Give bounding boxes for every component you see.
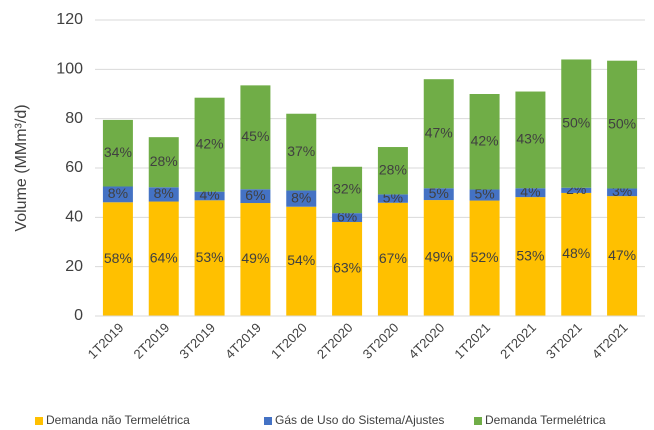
bar-segment <box>561 187 592 193</box>
value-label: 52% <box>471 249 499 265</box>
bar-segment <box>286 190 317 207</box>
value-label: 49% <box>425 249 453 265</box>
value-label: 43% <box>516 131 544 147</box>
x-tick-label: 4T2021 <box>589 320 631 362</box>
value-label: 67% <box>379 250 407 266</box>
value-label: 5% <box>474 186 494 202</box>
bar-segment <box>423 188 454 201</box>
value-label: 47% <box>608 247 636 263</box>
bar-segment <box>561 192 592 316</box>
legend-swatch <box>474 417 482 425</box>
bar-segment <box>194 200 225 316</box>
bar-segment <box>377 202 408 316</box>
value-label: 49% <box>241 250 269 266</box>
bar-segment <box>423 79 454 189</box>
x-tick-label: 1T2019 <box>85 320 127 362</box>
bar-segment <box>332 222 363 316</box>
y-tick-label: 100 <box>56 61 83 78</box>
value-label: 28% <box>379 161 407 177</box>
bar-segment <box>607 196 638 316</box>
legend-swatch <box>35 417 43 425</box>
y-tick-label: 0 <box>74 307 83 324</box>
bar-segment <box>469 94 500 190</box>
y-tick-label: 60 <box>65 159 83 176</box>
bar-segment <box>240 203 271 316</box>
legend-label: Demanda Termelétrica <box>485 413 606 427</box>
bar-segment <box>515 91 546 189</box>
value-label: 37% <box>287 143 315 159</box>
y-tick-label: 80 <box>65 110 83 127</box>
x-tick-label: 3T2020 <box>360 320 402 362</box>
y-tick-label: 40 <box>65 209 83 226</box>
bar-segment <box>332 213 363 223</box>
value-label: 42% <box>196 135 224 151</box>
bar-segment <box>194 191 225 201</box>
x-tick-label: 2T2020 <box>314 320 356 362</box>
bar-segment <box>469 200 500 316</box>
value-label: 47% <box>425 124 453 140</box>
bar-segment <box>515 197 546 316</box>
x-tick-label: 4T2020 <box>406 320 448 362</box>
bar-segment <box>561 59 592 188</box>
bar-segment <box>377 194 408 203</box>
value-label: 8% <box>291 189 311 205</box>
bar-segment <box>102 202 133 316</box>
value-label: 63% <box>333 260 361 276</box>
bar-segment <box>194 97 225 192</box>
value-label: 45% <box>241 128 269 144</box>
value-label: 42% <box>471 132 499 148</box>
x-tick-label: 2T2021 <box>497 320 539 362</box>
value-label: 53% <box>196 249 224 265</box>
x-tick-label: 3T2021 <box>543 320 585 362</box>
bar-segment <box>469 189 500 201</box>
bar-segment <box>102 119 133 187</box>
x-tick-label: 2T2019 <box>131 320 173 362</box>
value-label: 6% <box>245 187 265 203</box>
bar-segment <box>102 186 133 203</box>
bar-segment <box>240 189 271 204</box>
x-tick-label: 1T2021 <box>451 320 493 362</box>
legend-swatch <box>264 417 272 425</box>
bar-segment <box>515 188 546 198</box>
bar-segment <box>423 200 454 316</box>
value-label: 28% <box>150 153 178 169</box>
y-tick-label: 120 <box>56 11 83 28</box>
value-label: 58% <box>104 250 132 266</box>
bar-segment <box>148 187 179 202</box>
x-tick-label: 3T2019 <box>176 320 218 362</box>
value-label: 64% <box>150 249 178 265</box>
bar-segment <box>286 206 317 316</box>
value-label: 8% <box>154 185 174 201</box>
y-tick-label: 20 <box>65 258 83 275</box>
bar-segment <box>148 201 179 316</box>
bar-segment <box>377 147 408 195</box>
bar-segment <box>607 60 638 189</box>
y-axis-title: Volume (MMm³/d) <box>13 104 30 231</box>
value-label: 54% <box>287 252 315 268</box>
value-label: 32% <box>333 181 361 197</box>
bar-segment <box>286 113 317 191</box>
legend-label: Demanda não Termelétrica <box>46 413 190 427</box>
legend-label: Gás de Uso do Sistema/Ajustes <box>275 413 444 427</box>
value-label: 34% <box>104 144 132 160</box>
value-label: 5% <box>429 185 449 201</box>
bar-segment <box>607 188 638 197</box>
value-label: 53% <box>516 247 544 263</box>
value-label: 48% <box>562 245 590 261</box>
x-tick-label: 4T2019 <box>222 320 264 362</box>
value-label: 50% <box>562 114 590 130</box>
bar-segment <box>332 166 363 214</box>
value-label: 8% <box>108 185 128 201</box>
bar-segment <box>148 137 179 188</box>
value-label: 50% <box>608 115 636 131</box>
bar-segment <box>240 85 271 190</box>
x-tick-label: 1T2020 <box>268 320 310 362</box>
